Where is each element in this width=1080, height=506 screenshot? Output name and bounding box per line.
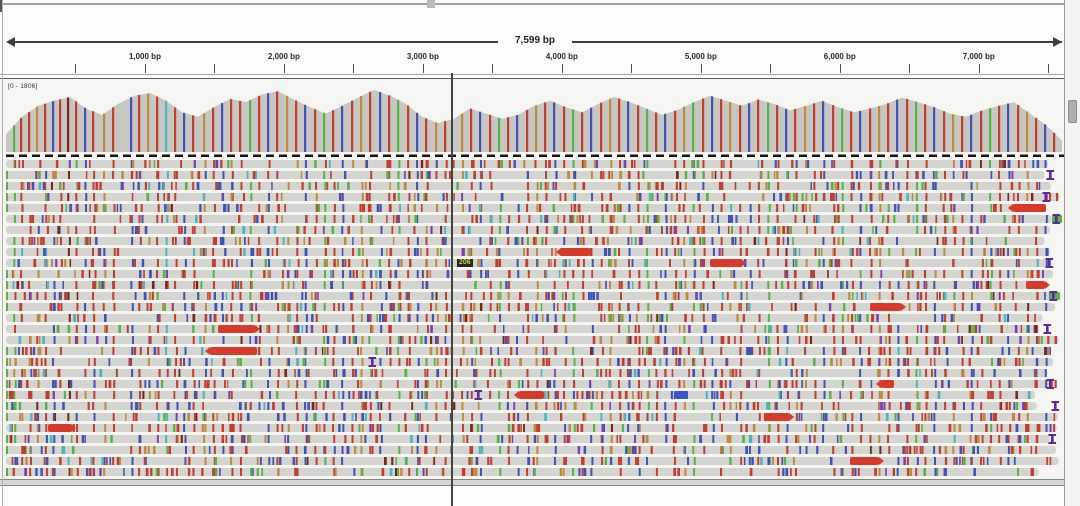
scrollbar-thumb[interactable] bbox=[1068, 100, 1077, 123]
ruler-tick bbox=[75, 64, 77, 73]
panel-border-top bbox=[0, 74, 1080, 75]
panel-right-border bbox=[1064, 0, 1065, 506]
ruler-span-label: 7,599 bp bbox=[514, 35, 556, 46]
coverage-range-label: [0 - 1806] bbox=[8, 83, 38, 90]
empty-bottom-panel bbox=[0, 486, 1080, 506]
ruler-tick bbox=[492, 64, 494, 73]
ruler-tick bbox=[770, 64, 772, 73]
insertion-markers bbox=[368, 170, 1061, 444]
ruler-tick bbox=[978, 64, 980, 73]
alignment-canvas[interactable] bbox=[0, 79, 1080, 480]
ruler-tick bbox=[144, 64, 146, 73]
window-corner bbox=[0, 0, 2, 12]
ruler-tick bbox=[561, 64, 563, 73]
coverage-separator-dashes bbox=[6, 154, 1067, 157]
insertion-size-label[interactable]: 206 bbox=[457, 259, 473, 267]
ruler-tick-label: 1,000 bp bbox=[128, 52, 161, 61]
data-panel[interactable] bbox=[0, 79, 1080, 480]
ruler-tick bbox=[839, 64, 841, 73]
ruler-tick bbox=[909, 64, 911, 73]
ruler-tick-label: 3,000 bp bbox=[406, 52, 439, 61]
track-divider[interactable] bbox=[0, 479, 1080, 486]
panel-border-top-dark bbox=[0, 78, 1080, 79]
ruler-tick bbox=[1048, 64, 1050, 73]
discordant-reads bbox=[48, 204, 1062, 465]
ruler-track[interactable]: 7,599 bp 1,000 bp 2,000 bp 3,000 bp 4,000 b… bbox=[0, 28, 1080, 74]
vertical-scrollbar[interactable] bbox=[1065, 0, 1080, 506]
ruler-right-arrow-icon bbox=[1053, 37, 1062, 47]
ruler-tick bbox=[422, 64, 424, 73]
ruler-tick bbox=[214, 64, 216, 73]
coverage-snp-bars bbox=[13, 91, 1056, 152]
toolbar-bottom-edge bbox=[0, 3, 1080, 5]
ruler-span-line-right bbox=[572, 41, 1062, 43]
ruler-tick bbox=[631, 64, 633, 73]
ruler-tick-label: 5,000 bp bbox=[684, 52, 717, 61]
ruler-tick bbox=[700, 64, 702, 73]
ruler-tick-label: 6,000 bp bbox=[823, 52, 856, 61]
ruler-tick-label: 4,000 bp bbox=[545, 52, 578, 61]
window-left-border bbox=[2, 0, 3, 506]
ruler-tick bbox=[353, 64, 355, 73]
mismatch-ticks bbox=[6, 160, 1059, 476]
ruler-tick-label: 2,000 bp bbox=[267, 52, 300, 61]
ruler-tick bbox=[283, 64, 285, 73]
coverage-histogram bbox=[6, 89, 1062, 152]
toolbar-divider-nub bbox=[427, 0, 435, 8]
panel-splitter[interactable] bbox=[451, 73, 453, 506]
ruler-tick-label: 7,000 bp bbox=[962, 52, 995, 61]
ruler-span-line-left bbox=[8, 41, 498, 43]
